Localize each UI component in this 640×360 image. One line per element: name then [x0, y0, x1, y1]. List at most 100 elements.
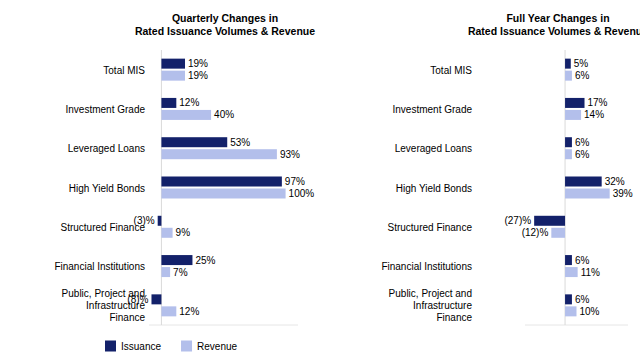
bar: [161, 149, 276, 159]
text-line: Investment Grade: [393, 103, 473, 114]
bar: [161, 306, 176, 316]
bar: [565, 110, 581, 120]
text-line: Structured Finance: [388, 221, 473, 232]
bar: [158, 216, 162, 226]
data-label: 17%: [588, 97, 608, 108]
x-axis-line: [149, 325, 298, 326]
category-label: High Yield Bonds: [396, 182, 472, 193]
text-line: Total MIS: [430, 64, 472, 75]
text-line: Quarterly Changes in: [172, 12, 278, 24]
text-line: Finance: [109, 312, 145, 323]
data-label: 53%: [230, 137, 250, 148]
bar: [161, 255, 192, 265]
grid-line: [565, 50, 566, 325]
bar: [565, 189, 610, 199]
text-line: Rated Issuance Volumes & Revenue: [135, 25, 315, 37]
bar: [565, 71, 572, 81]
data-label: (8)%: [127, 294, 148, 305]
chart-panel: Quarterly Changes inRated Issuance Volum…: [54, 12, 315, 352]
data-label: 12%: [179, 306, 199, 317]
bar: [565, 267, 578, 277]
data-label: 7%: [173, 267, 188, 278]
category-label: Financial Institutions: [54, 261, 145, 272]
data-label: 6%: [575, 149, 590, 160]
text-line: Leveraged Loans: [395, 143, 472, 154]
text-line: Finance: [436, 312, 472, 323]
category-label: High Yield Bonds: [69, 182, 145, 193]
labels: Total MIS 19%19% Investment Grade 12% 40% Lev…: [54, 58, 314, 323]
text-line: High Yield Bonds: [69, 182, 145, 193]
data-label: 19%: [188, 58, 208, 69]
category-label: Investment Grade: [66, 103, 146, 114]
legend: Issuance Revenue: [105, 341, 237, 352]
chart-panel: Full Year Changes inRated Issuance Volum…: [381, 12, 640, 326]
category-label: Public, Project andInfrastructureFinance: [389, 288, 473, 323]
data-label: 25%: [195, 255, 215, 266]
data-label: 12%: [179, 97, 199, 108]
data-label: 40%: [214, 109, 234, 120]
bar: [161, 71, 185, 81]
text-line: Investment Grade: [66, 103, 146, 114]
bar: [161, 110, 211, 120]
bar: [161, 98, 176, 108]
category-label: Leveraged Loans: [395, 143, 472, 154]
data-label: 39%: [613, 188, 633, 199]
data-label: 6%: [575, 137, 590, 148]
data-label: 6%: [575, 255, 590, 266]
bar: [565, 149, 572, 159]
bar: [161, 267, 170, 277]
data-label: 32%: [605, 176, 625, 187]
text-line: Rated Issuance Volumes & Revenue: [468, 25, 640, 37]
bar: [551, 228, 565, 238]
data-label: 14%: [584, 109, 604, 120]
text-line: Full Year Changes in: [506, 12, 609, 24]
data-label: 5%: [574, 58, 589, 69]
data-label: 93%: [280, 149, 300, 160]
chart-title: Full Year Changes inRated Issuance Volum…: [468, 12, 640, 37]
category-label: Total MIS: [103, 64, 145, 75]
category-label: Structured Finance: [388, 221, 473, 232]
legend-label: Revenue: [197, 341, 237, 352]
bar: [565, 98, 584, 108]
legend-swatch: [105, 341, 116, 352]
bar: [151, 294, 161, 304]
bar: [161, 59, 185, 69]
data-label: (27)%: [504, 215, 531, 226]
bars: [151, 59, 285, 317]
bar: [565, 294, 572, 304]
text-line: Leveraged Loans: [68, 143, 145, 154]
text-line: High Yield Bonds: [396, 182, 472, 193]
legend-label: Issuance: [121, 341, 161, 352]
page: {"chart_data": [ {"type": "bar", "orient…: [0, 0, 640, 360]
bars: [534, 59, 610, 317]
text-line: Public, Project and: [389, 288, 472, 299]
data-label: 100%: [289, 188, 315, 199]
data-label: 6%: [575, 70, 590, 81]
labels: Total MIS5%6%Investment Grade17%14%Lever…: [381, 58, 632, 323]
bar: [161, 137, 227, 147]
data-label: 19%: [188, 70, 208, 81]
grid-line: [161, 50, 162, 325]
data-label: 9%: [176, 227, 191, 238]
bar: [565, 59, 571, 69]
category-label: Total MIS: [430, 64, 472, 75]
x-axis-line: [525, 325, 628, 326]
text-line: Total MIS: [103, 64, 145, 75]
bar: [161, 189, 285, 199]
data-label: 6%: [575, 294, 590, 305]
data-label: 11%: [581, 267, 600, 278]
bar: [161, 228, 172, 238]
data-label: 97%: [285, 176, 305, 187]
bar: [161, 177, 281, 187]
category-label: Leveraged Loans: [68, 143, 145, 154]
category-label: Financial Institutions: [381, 261, 472, 272]
category-label: Investment Grade: [393, 103, 473, 114]
chart-title: Quarterly Changes inRated Issuance Volum…: [135, 12, 315, 37]
chart-canvas: Quarterly Changes inRated Issuance Volum…: [0, 0, 640, 360]
bar: [534, 216, 565, 226]
text-line: Infrastructure: [413, 300, 472, 311]
bar: [565, 137, 572, 147]
data-label: (12)%: [522, 227, 549, 238]
bar: [565, 306, 576, 316]
legend-swatch: [181, 341, 192, 352]
